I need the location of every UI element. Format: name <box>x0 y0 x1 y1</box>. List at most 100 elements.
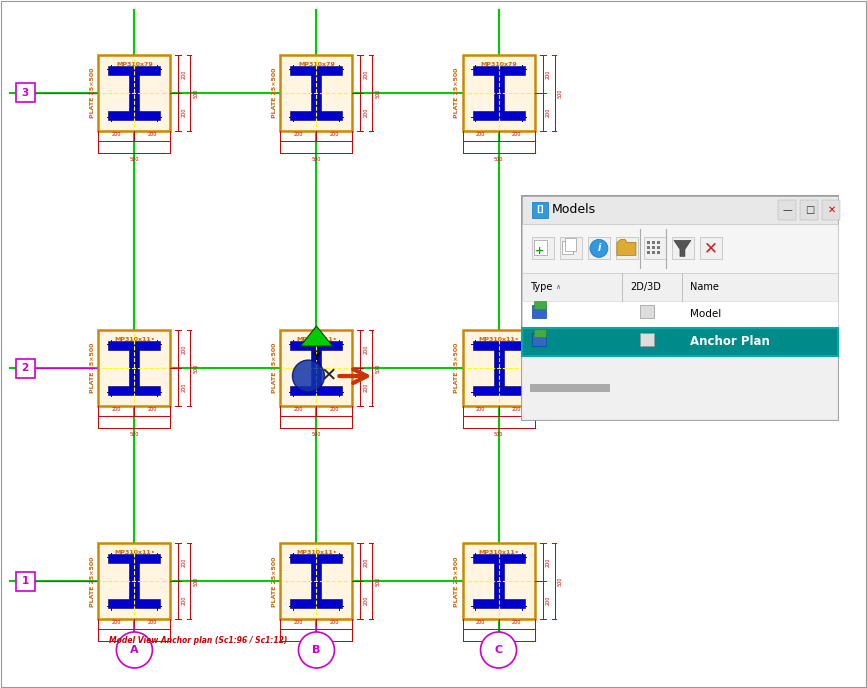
Bar <box>522 273 838 301</box>
Bar <box>647 251 650 255</box>
Text: Name: Name <box>690 282 719 292</box>
Bar <box>640 305 654 319</box>
Text: MP310x11•: MP310x11• <box>114 550 155 555</box>
Bar <box>473 555 525 563</box>
Bar <box>108 341 160 350</box>
Bar <box>493 563 504 599</box>
Bar <box>311 563 322 599</box>
Text: 2D/3D: 2D/3D <box>630 282 661 292</box>
Bar <box>640 333 654 346</box>
Text: i: i <box>597 244 601 253</box>
Text: 200: 200 <box>363 345 368 354</box>
Bar <box>779 200 797 219</box>
Text: 200: 200 <box>512 132 521 137</box>
Bar <box>16 358 35 378</box>
Bar <box>290 555 342 563</box>
Bar <box>16 572 35 591</box>
Text: ✕: ✕ <box>704 239 718 257</box>
Text: MP310x79: MP310x79 <box>298 62 335 67</box>
Bar <box>644 237 666 259</box>
Text: PLATE 25×500: PLATE 25×500 <box>272 343 277 394</box>
Text: 200: 200 <box>545 558 551 567</box>
Bar <box>473 599 525 608</box>
Bar <box>657 246 660 249</box>
Bar <box>588 237 610 259</box>
Text: 200: 200 <box>329 407 339 412</box>
Text: 200: 200 <box>476 621 486 625</box>
Bar <box>108 66 160 75</box>
Bar <box>534 301 546 310</box>
Bar <box>522 224 838 273</box>
Text: 200: 200 <box>545 107 551 116</box>
Text: 500: 500 <box>375 363 381 373</box>
Text: 200: 200 <box>512 621 521 625</box>
Text: PLATE 25×500: PLATE 25×500 <box>272 556 277 607</box>
Text: 500: 500 <box>312 432 321 437</box>
Text: Model: Model <box>690 310 721 319</box>
Text: 500: 500 <box>193 577 199 586</box>
Text: 200: 200 <box>112 132 121 137</box>
Text: 200: 200 <box>329 132 339 137</box>
Text: 500: 500 <box>312 157 321 162</box>
Bar <box>534 240 547 255</box>
Bar <box>98 55 171 131</box>
Bar <box>290 66 342 75</box>
Polygon shape <box>301 326 332 346</box>
Bar <box>530 384 610 391</box>
Bar <box>534 329 546 337</box>
Text: 200: 200 <box>545 69 551 78</box>
Text: 500: 500 <box>494 432 503 437</box>
Text: 200: 200 <box>112 407 121 412</box>
Bar <box>462 55 535 131</box>
Bar <box>290 599 342 608</box>
Bar <box>473 66 525 75</box>
Bar <box>657 241 660 244</box>
Text: 200: 200 <box>181 383 186 391</box>
Text: ∧: ∧ <box>555 284 560 290</box>
Bar <box>823 200 840 219</box>
Text: Models: Models <box>552 204 596 216</box>
Bar <box>522 196 838 420</box>
Text: Y: Y <box>312 352 321 362</box>
Bar <box>652 246 655 249</box>
Text: 200: 200 <box>363 69 368 78</box>
Bar <box>280 55 353 131</box>
Bar <box>652 251 655 255</box>
Text: Model View Anchor plan (Sc1:96 / Sc1:12): Model View Anchor plan (Sc1:96 / Sc1:12) <box>109 636 288 645</box>
Text: 200: 200 <box>545 345 551 354</box>
Text: 500: 500 <box>193 88 199 98</box>
Circle shape <box>298 632 335 668</box>
Text: 500: 500 <box>130 157 139 162</box>
Text: Anchor Plan: Anchor Plan <box>690 336 770 348</box>
Text: PLATE 25×500: PLATE 25×500 <box>90 343 95 394</box>
Text: 200: 200 <box>512 407 521 412</box>
Circle shape <box>480 632 517 668</box>
Text: 200: 200 <box>294 407 303 412</box>
Text: 500: 500 <box>557 88 563 98</box>
Bar <box>98 330 171 406</box>
Text: 500: 500 <box>375 88 381 98</box>
Bar <box>647 246 650 249</box>
Polygon shape <box>674 240 691 257</box>
Text: 500: 500 <box>494 645 503 650</box>
Text: 200: 200 <box>181 596 186 605</box>
Bar <box>129 75 140 111</box>
Text: 200: 200 <box>363 383 368 391</box>
Bar <box>522 196 838 224</box>
Bar <box>532 333 546 346</box>
Text: 200: 200 <box>363 107 368 116</box>
Circle shape <box>116 632 153 668</box>
Text: 200: 200 <box>181 558 186 567</box>
Bar <box>647 241 650 244</box>
Text: 200: 200 <box>294 132 303 137</box>
Text: 200: 200 <box>112 621 121 625</box>
Bar <box>98 544 171 619</box>
Bar <box>522 328 838 356</box>
Text: MP310x11•: MP310x11• <box>296 337 337 342</box>
Bar <box>462 544 535 619</box>
Text: 3: 3 <box>22 88 29 98</box>
Bar <box>560 237 582 259</box>
Text: MP310x11•: MP310x11• <box>114 337 155 342</box>
Text: □: □ <box>805 205 814 215</box>
Text: MP310x11•: MP310x11• <box>296 550 337 555</box>
